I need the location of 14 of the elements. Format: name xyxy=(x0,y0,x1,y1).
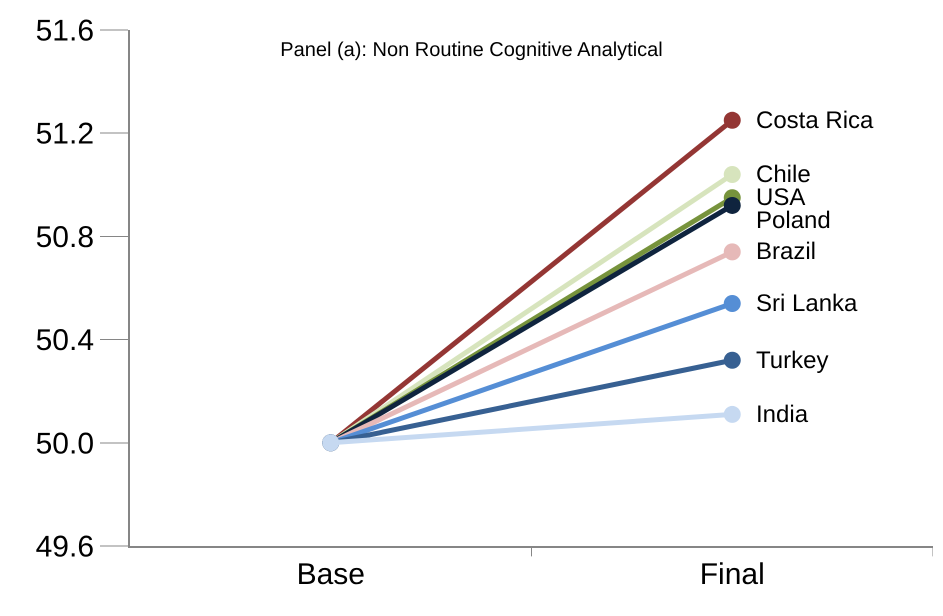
y-tick-label: 51.2 xyxy=(36,118,94,151)
series-label: India xyxy=(756,401,809,428)
y-tick-label: 50.4 xyxy=(36,324,94,358)
series-label: Brazil xyxy=(756,238,816,265)
y-tick-label: 50.0 xyxy=(36,427,94,460)
chart-title: Panel (a): Non Routine Cognitive Analytical xyxy=(280,39,663,61)
series-label: Turkey xyxy=(756,347,828,374)
y-tick-label: 51.6 xyxy=(36,14,94,48)
y-tick-label: 49.6 xyxy=(36,530,94,564)
series-label: Sri Lanka xyxy=(756,290,858,317)
x-tick-label: Base xyxy=(296,558,365,591)
y-tick-label: 50.8 xyxy=(36,220,94,254)
x-tick-label: Final xyxy=(700,558,765,591)
series-label: Costa Rica xyxy=(756,107,874,134)
